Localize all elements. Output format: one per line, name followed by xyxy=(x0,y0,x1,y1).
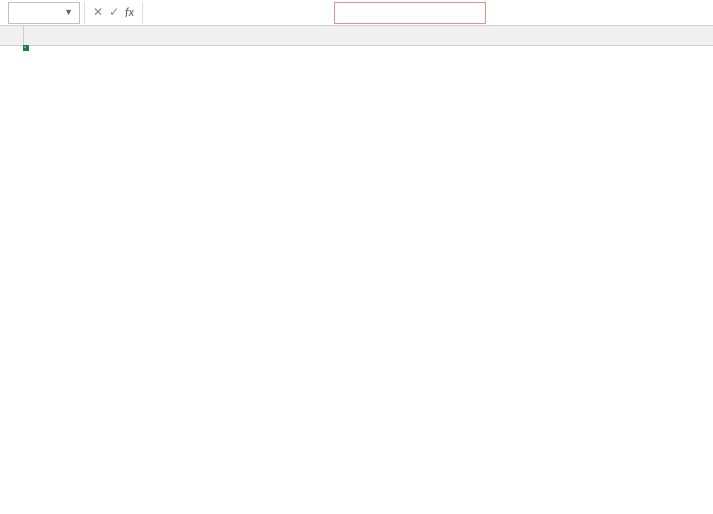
selection-frame xyxy=(24,46,28,50)
chevron-down-icon[interactable]: ▼ xyxy=(64,7,73,18)
formula-bar: ▼ ✕ ✓ fx xyxy=(0,0,713,26)
fx-icon[interactable]: fx xyxy=(125,6,134,20)
spreadsheet-grid[interactable] xyxy=(0,26,713,46)
enter-icon[interactable]: ✓ xyxy=(109,5,119,20)
name-box[interactable]: ▼ xyxy=(8,2,80,24)
cancel-icon[interactable]: ✕ xyxy=(93,5,103,20)
formula-buttons: ✕ ✓ fx xyxy=(84,2,143,24)
spill-frame xyxy=(24,46,26,48)
select-all-corner[interactable] xyxy=(0,26,24,46)
column-headers[interactable] xyxy=(24,26,713,46)
formula-input[interactable] xyxy=(155,2,713,24)
